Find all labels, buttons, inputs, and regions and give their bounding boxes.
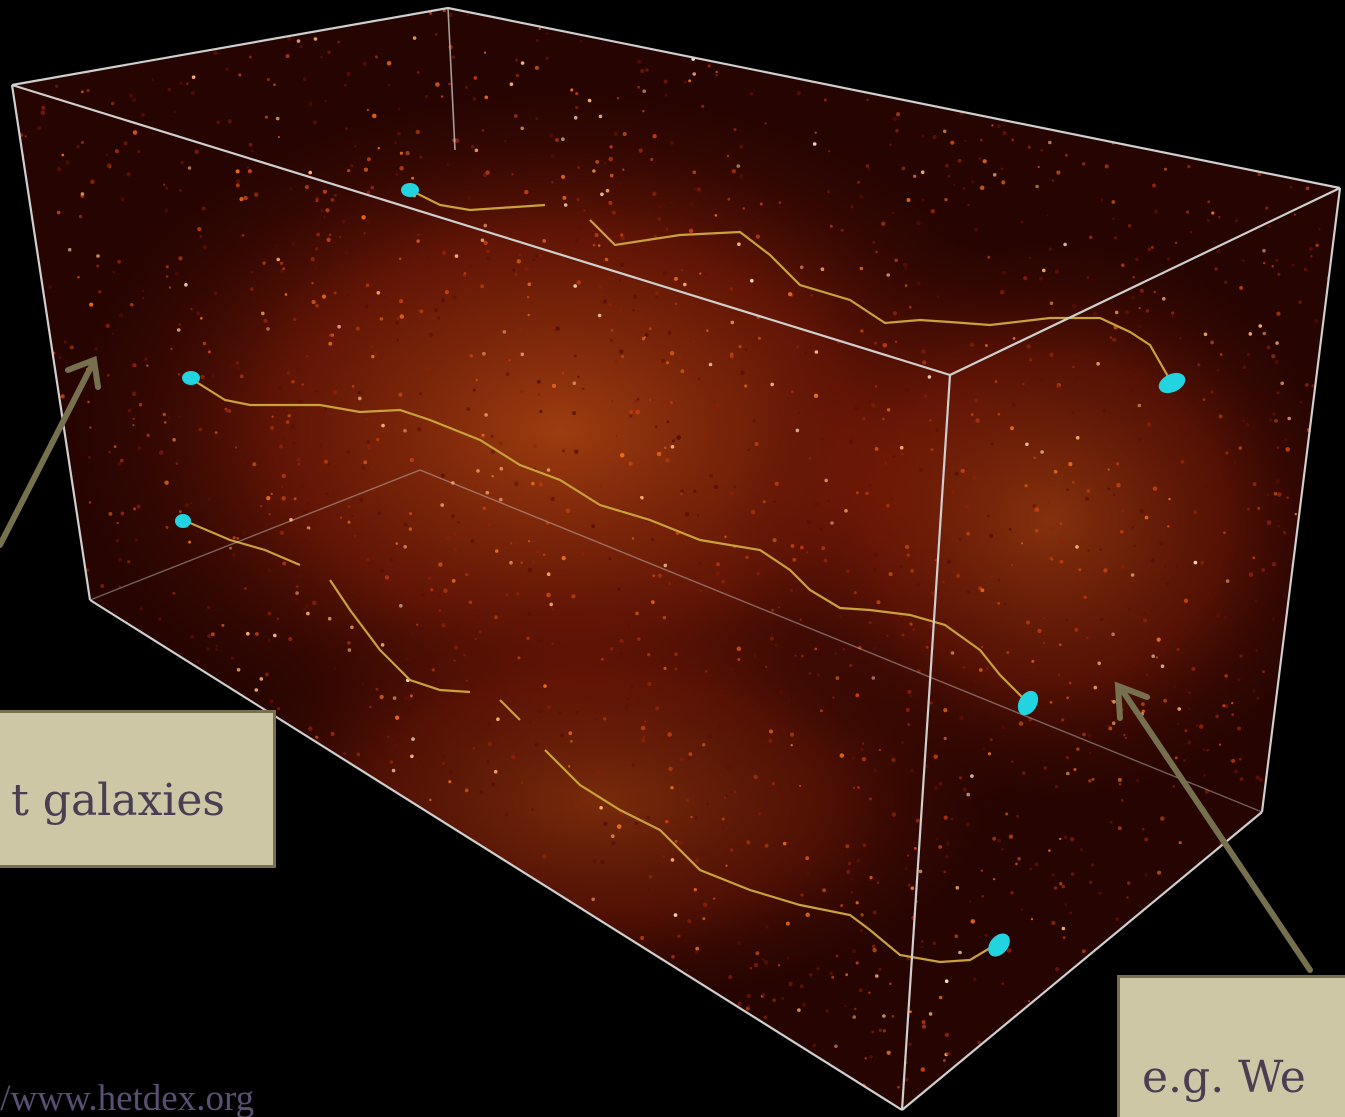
light-path-2 [189,377,1026,701]
galaxy-marker [1158,372,1186,394]
credit-url: //www.hetdex.org [0,1078,255,1117]
box-edge [901,811,1263,1111]
density-field [19,8,1340,1110]
galaxy-marker [175,514,191,528]
light-paths [182,189,1171,964]
box-edge-hidden [89,469,421,601]
box-edge [1260,187,1342,813]
box-wireframe [10,6,1342,1111]
callout-left-text: t galaxies [11,775,225,826]
box-edge [11,83,951,377]
box-edge [89,599,903,1111]
galaxy-markers [175,183,1186,957]
light-path-1 [409,189,1171,381]
box-edge-hidden [447,7,456,151]
arrow-up-left-icon [1114,681,1313,973]
galaxy-marker [401,183,419,197]
arrow-up-right-icon [0,355,101,548]
galaxy-marker [1017,690,1039,716]
box-edge [949,187,1341,376]
galaxy-marker [988,933,1010,957]
box-edge [10,84,92,601]
box-edge [900,374,952,1111]
galaxy-marker [182,371,200,385]
callout-right: e.g. We [1117,975,1345,1117]
callout-right-text: e.g. We [1142,1052,1306,1103]
box-edge-hidden [419,469,1263,813]
callout-left: t galaxies [0,710,276,868]
light-path-3 [182,518,996,964]
